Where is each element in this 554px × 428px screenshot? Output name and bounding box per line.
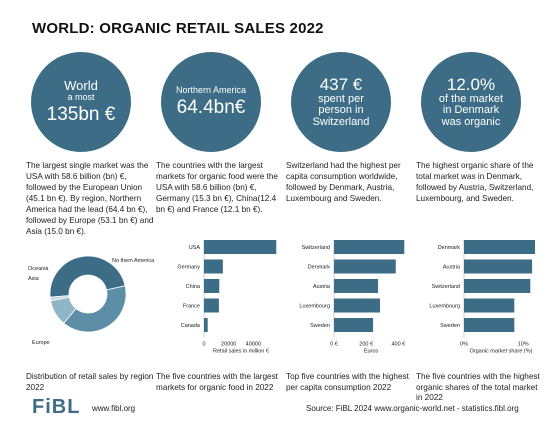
x-tick-label: 10% (518, 342, 529, 348)
stat-circle-northern-america: Northern America 64.4bn€ (161, 52, 261, 152)
panel-description: Switzerland had the highest per capita c… (286, 161, 401, 204)
bar-chart-svg: Switzerland Denmark Austria Luxembourg Swede… (299, 240, 405, 355)
organic-share-bar-chart: Denmark Austria Switzerland Luxembourg Swede… (416, 236, 544, 364)
chart-caption: The five countries with the highest orga… (416, 372, 540, 403)
x-tick-label: 40000 (246, 342, 261, 348)
circle-line3: in Denmark (442, 104, 500, 117)
bar-china (204, 279, 220, 293)
bar-denmark (334, 259, 396, 274)
panel-description: The countries with the largest markets f… (156, 161, 278, 215)
donut-slice-europe (63, 285, 127, 333)
bar-switzerland (464, 279, 531, 293)
category-label-denmark: Denmark (438, 245, 461, 251)
bar-france (204, 298, 219, 313)
donut-slice-northern-america (49, 255, 126, 298)
bar-luxembourg (334, 298, 381, 313)
donut-svg: No them America Europe Asia Oceania (28, 255, 154, 346)
circle-line4: Switzerland (312, 115, 370, 128)
bar-austria (464, 259, 533, 274)
x-tick-label: 400 € (391, 342, 405, 348)
stat-circle-per-capita: 437 € spent per person in Switzerland (291, 52, 391, 152)
largest-markets-bar-chart: USA Germany China France Canada 0 20000 40000 Re… (156, 236, 284, 364)
category-label-usa: USA (189, 245, 201, 251)
category-label-switzerland: Switzerland (302, 245, 330, 251)
category-label-sweden: Sweden (310, 323, 330, 329)
category-label-luxembourg: Luxembourg (429, 304, 460, 310)
source-note: Source: FiBL 2024 www.organic-world.net … (306, 404, 519, 413)
x-tick-label: 0 (202, 342, 205, 348)
donut-label-oceania: Oceania (28, 266, 49, 272)
circle-line2: of the market (438, 92, 504, 105)
circle-line1: World (64, 77, 98, 93)
category-label-germany: Germany (177, 265, 200, 271)
x-tick-label: 20000 (221, 342, 236, 348)
bar-sweden (334, 318, 374, 332)
panel-northern-america: Northern America 64.4bn€ The countries w… (156, 52, 284, 412)
category-label-china: China (186, 284, 201, 290)
panel-world: World a most 135bn € The largest single … (26, 52, 154, 412)
circle-line3: person in (318, 104, 364, 117)
circle-value: 12.0% (446, 74, 496, 94)
bar-sweden (464, 318, 515, 332)
circle-value: 64.4bn€ (176, 97, 246, 119)
panel-description: The highest organic share of the total m… (416, 161, 534, 204)
donut-label-northern-america: No them America (112, 258, 154, 264)
x-axis-title: Retail sales in million € (213, 349, 269, 355)
page-title: WORLD: ORGANIC RETAIL SALES 2022 (32, 20, 324, 37)
chart-caption: Distribution of retail sales by region 2… (26, 372, 154, 392)
x-tick-label: 0 € (330, 342, 338, 348)
category-label-france: France (183, 304, 200, 310)
bar-chart-svg: USA Germany China France Canada 0 20000 40000Re… (177, 240, 277, 355)
panel-market-share: 12.0% of the market in Denmark was organ… (416, 52, 544, 412)
category-label-canada: Canada (181, 323, 201, 329)
donut-slice-oceania (49, 295, 70, 302)
bar-denmark (464, 240, 536, 254)
bar-luxembourg (464, 298, 515, 313)
x-axis-title: Euros (364, 349, 379, 355)
circle-value: 135bn € (46, 104, 116, 126)
stat-circle-market-share: 12.0% of the market in Denmark was organ… (421, 52, 521, 152)
category-label-luxembourg: Luxembourg (299, 304, 330, 310)
circle-line1: Northern America (175, 84, 247, 95)
panel-per-capita: 437 € spent per person in Switzerland Sw… (286, 52, 414, 412)
x-axis-title: Organic market share (%) (470, 349, 533, 355)
bar-usa (204, 240, 277, 254)
circle-line4: was organic (441, 115, 501, 128)
category-label-switzerland: Switzerland (432, 284, 460, 290)
category-label-austria: Austria (313, 284, 331, 290)
donut-label-europe: Europe (32, 340, 50, 346)
circle-line2: spent per (318, 92, 364, 105)
circle-line2: a most (67, 91, 95, 102)
category-label-austria: Austria (443, 265, 461, 271)
fibl-logo: FiBL (32, 396, 81, 418)
panel-description: The largest single market was the USA wi… (26, 161, 154, 237)
bar-canada (204, 318, 208, 332)
category-label-sweden: Sweden (440, 323, 460, 329)
chart-caption: Top five countries with the highest per … (286, 372, 409, 392)
donut-label-asia: Asia (28, 276, 40, 282)
per-capita-bar-chart: Switzerland Denmark Austria Luxembourg Swede… (286, 236, 414, 364)
stat-circle-world: World a most 135bn € (31, 52, 131, 152)
bar-chart-svg: Denmark Austria Switzerland Luxembourg Swede… (429, 240, 536, 355)
category-label-denmark: Denmark (308, 265, 331, 271)
website-link[interactable]: www.fibl.org (92, 404, 136, 413)
bar-austria (334, 279, 379, 293)
bar-switzerland (334, 240, 405, 254)
circle-value: 437 € (319, 74, 363, 94)
chart-caption: The five countries with the largest mark… (156, 372, 278, 392)
x-tick-label: 200 € (359, 342, 373, 348)
x-tick-label: 0% (460, 342, 468, 348)
region-donut-chart: No them America Europe Asia Oceania (26, 236, 154, 364)
bar-germany (204, 259, 223, 274)
